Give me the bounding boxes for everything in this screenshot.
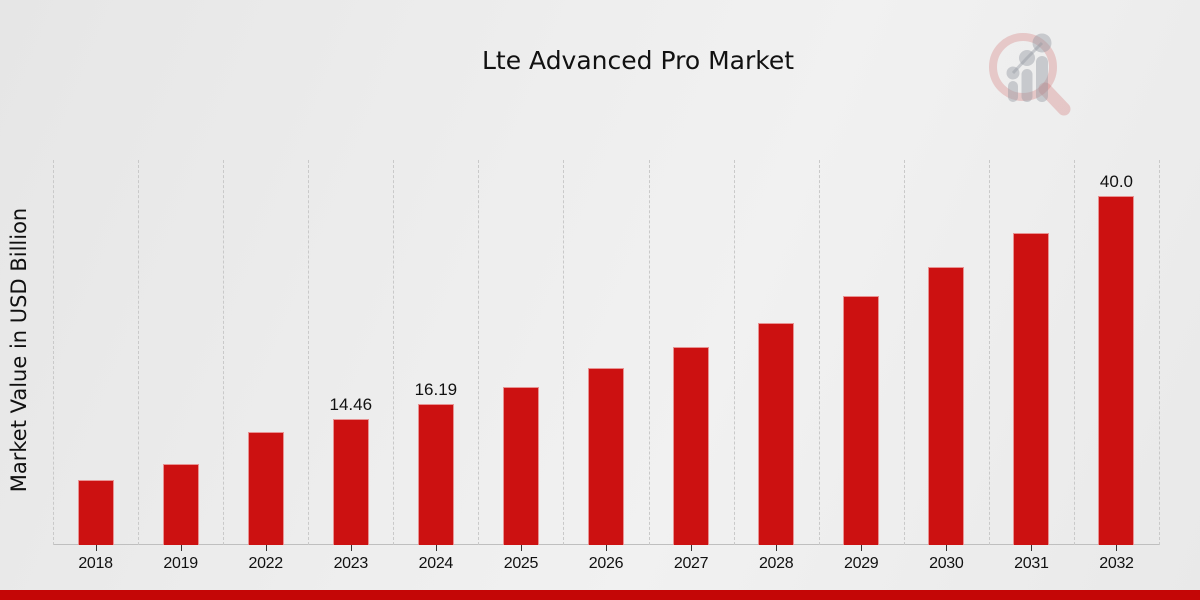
x-axis-tick [265, 545, 267, 551]
x-axis-tick [180, 545, 182, 551]
gridline [478, 160, 480, 545]
x-tick-label-2019: 2019 [163, 555, 198, 572]
gridline [563, 160, 565, 545]
gridline [393, 160, 395, 545]
x-axis-tick [1116, 545, 1118, 551]
magnifier-handle [1038, 82, 1071, 116]
x-tick-label-2023: 2023 [333, 555, 369, 572]
x-tick-label-2025: 2025 [503, 555, 539, 572]
bar-2022 [247, 432, 284, 545]
gridline [1159, 160, 1160, 545]
bar-2024 [417, 404, 454, 545]
gridline [223, 160, 225, 545]
x-axis-tick [350, 545, 352, 551]
gridline [648, 160, 650, 545]
logo-dot-small [1006, 66, 1020, 80]
logo-bar-large [1036, 56, 1048, 102]
x-tick-label-2027: 2027 [673, 555, 709, 572]
x-tick-label-2029: 2029 [844, 555, 879, 572]
x-tick-label-2028: 2028 [758, 555, 794, 572]
bar-2019 [162, 464, 199, 545]
x-tick-label-2032: 2032 [1099, 555, 1134, 572]
gridline [308, 160, 310, 545]
bar-2028 [758, 323, 795, 545]
bar-value-label-2024: 16.19 [414, 380, 458, 399]
bar-2032 [1098, 196, 1135, 545]
gridline [138, 160, 140, 545]
magnifier-ring [989, 33, 1057, 101]
logo-dot-medium [1019, 50, 1035, 66]
x-tick-label-2031: 2031 [1014, 555, 1049, 572]
x-axis-tick [1031, 545, 1033, 551]
x-axis-tick [606, 545, 607, 551]
bar-2029 [843, 296, 880, 545]
gridline [1073, 160, 1075, 545]
bar-2031 [1013, 233, 1050, 545]
x-axis-tick [946, 545, 948, 551]
logo-bar-medium [1021, 69, 1033, 102]
x-axis-tick [691, 545, 693, 551]
x-tick-label-2022: 2022 [248, 555, 283, 572]
x-tick-label-2024: 2024 [418, 555, 454, 572]
bar-2027 [673, 347, 710, 545]
gridline [903, 160, 905, 545]
bar-value-label-2023: 14.46 [329, 395, 373, 414]
bottom-accent-bar [0, 590, 1200, 600]
x-axis-tick [95, 545, 97, 551]
gridline [53, 160, 54, 545]
x-axis-tick [520, 545, 522, 551]
bar-2026 [588, 368, 624, 545]
x-tick-label-2018: 2018 [78, 555, 113, 572]
magnifier-bar-chart-logo [989, 33, 1071, 116]
bar-value-label-2032: 40.0 [1099, 172, 1133, 191]
plot-area: 2018 2019 2022 14.46 2023 16.19 2024 2025 2026 20… [53, 160, 1160, 572]
bar-2018 [77, 480, 114, 545]
x-tick-label-2030: 2030 [929, 555, 964, 572]
gridline [733, 160, 735, 545]
x-tick-label-2026: 2026 [588, 555, 624, 572]
y-axis-label: Market Value in USD Billion [7, 207, 31, 493]
logo-bar-small [1008, 81, 1018, 102]
bar-2025 [502, 387, 539, 545]
gridline [988, 160, 990, 545]
logo-dot-large [1032, 33, 1052, 53]
x-axis-tick [861, 545, 863, 551]
x-axis-tick [776, 545, 778, 551]
x-axis-tick [435, 545, 437, 551]
bar-2023 [332, 419, 369, 545]
bar-2030 [928, 267, 965, 545]
gridline [818, 160, 820, 545]
trend-line [1011, 41, 1044, 75]
chart-title: Lte Advanced Pro Market [481, 46, 795, 75]
